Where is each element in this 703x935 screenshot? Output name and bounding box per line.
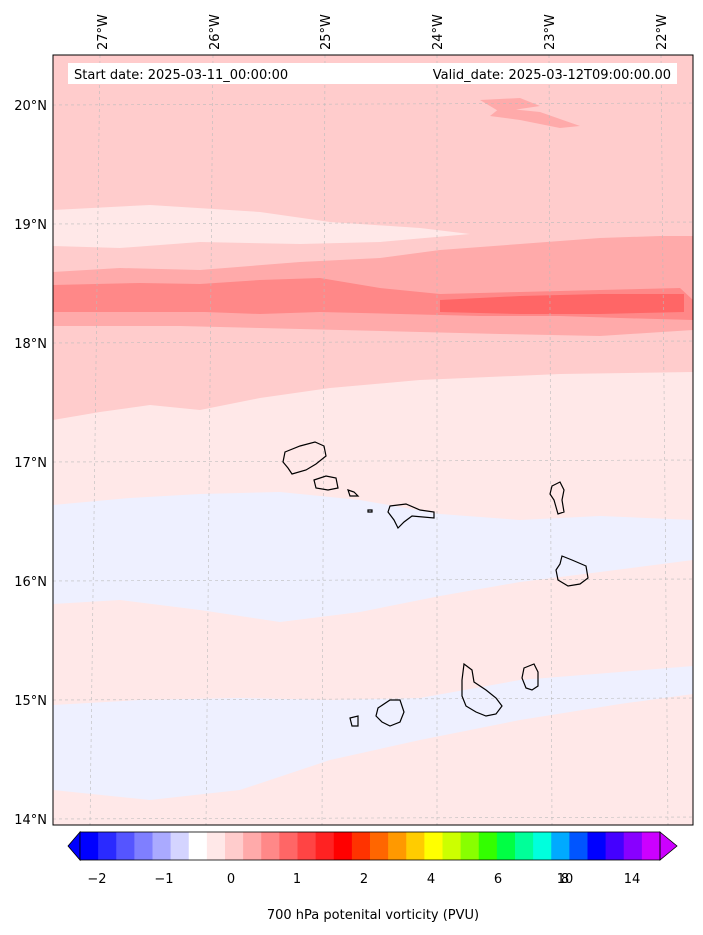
colorbar-swatch: [315, 832, 335, 860]
colorbar-tick: 0: [227, 872, 235, 887]
colorbar-swatch: [569, 832, 588, 860]
colorbar-swatch: [623, 832, 643, 860]
colorbar-swatch: [152, 832, 172, 860]
colorbar-tick: 6: [494, 872, 502, 887]
coastlines: [282, 441, 589, 727]
start-date-label: Start date: 2025-03-11_00:00:00: [74, 68, 288, 83]
colorbar-swatch: [496, 832, 516, 860]
lon-label: 22°W: [655, 14, 670, 50]
lat-label: 18°N: [14, 337, 47, 352]
lat-label: 17°N: [14, 456, 47, 471]
colorbar-swatch: [605, 832, 625, 860]
colorbar-swatch: [533, 832, 552, 860]
colorbar-title: 700 hPa potenital vorticity (PVU): [267, 908, 479, 923]
colorbar-tick: 10: [557, 872, 574, 887]
valid-date-label: Valid_date: 2025-03-12T09:00:00.00: [433, 68, 671, 83]
colorbar-tick: −1: [154, 872, 173, 887]
lat-label: 16°N: [14, 575, 47, 590]
colorbar-tick-labels: −2 −1 0 1 2 4 6 8 10 14: [87, 872, 640, 887]
colorbar-swatch: [351, 832, 371, 860]
lat-label: 14°N: [14, 813, 47, 828]
colorbar-swatch: [515, 832, 534, 860]
lon-label: 25°W: [319, 14, 334, 50]
colorbar-tick: 2: [360, 872, 368, 887]
colorbar-swatch: [297, 832, 317, 860]
date-banner: [68, 63, 677, 84]
colorbar-swatch: [225, 832, 244, 860]
colorbar-swatch: [641, 832, 661, 860]
latitude-labels: 20°N 19°N 18°N 17°N 16°N 15°N 14°N: [14, 99, 47, 828]
colorbar-tick: 1: [293, 872, 301, 887]
lat-label: 20°N: [14, 99, 47, 114]
colorbar-extend-max: [659, 831, 678, 861]
lon-label: 23°W: [543, 14, 558, 50]
colorbar-swatch: [478, 832, 498, 860]
colorbar-swatch: [98, 832, 117, 860]
colorbar-swatch: [333, 832, 353, 860]
colorbar-tick: −2: [87, 872, 106, 887]
colorbar-swatch: [80, 832, 99, 860]
map-frame: [52, 54, 694, 826]
lat-label: 15°N: [14, 694, 47, 709]
lon-label: 26°W: [208, 14, 223, 50]
colorbar-swatch: [243, 832, 262, 860]
colorbar-swatch: [370, 832, 389, 860]
colorbar-swatch: [134, 832, 153, 860]
colorbar-swatch: [116, 832, 135, 860]
longitude-labels: 27°W 26°W 25°W 24°W 23°W 22°W: [96, 14, 670, 50]
colorbar-swatch: [170, 832, 190, 860]
colorbar-swatch: [406, 832, 425, 860]
colorbar-swatch: [279, 832, 298, 860]
colorbar-swatch: [442, 832, 462, 860]
colorbar-swatch: [424, 832, 443, 860]
graticule: [52, 54, 694, 826]
colorbar-tick: 4: [427, 872, 435, 887]
lon-label: 24°W: [431, 14, 446, 50]
colorbar-swatch: [460, 832, 480, 860]
lon-label: 27°W: [96, 14, 111, 50]
colorbar-tick: 8: [561, 872, 569, 887]
colorbar-swatch: [587, 832, 607, 860]
colorbar-swatch: [261, 832, 280, 860]
colorbar-extend-min: [67, 830, 81, 862]
lat-label: 19°N: [14, 218, 47, 233]
colorbar-swatch: [551, 832, 570, 860]
colorbar: [67, 830, 678, 862]
colorbar-frame: [79, 831, 661, 861]
colorbar-tick: 14: [624, 872, 641, 887]
pv-field: [53, 55, 693, 825]
colorbar-swatch: [188, 832, 208, 860]
colorbar-swatch: [388, 832, 407, 860]
colorbar-swatch: [206, 832, 226, 860]
